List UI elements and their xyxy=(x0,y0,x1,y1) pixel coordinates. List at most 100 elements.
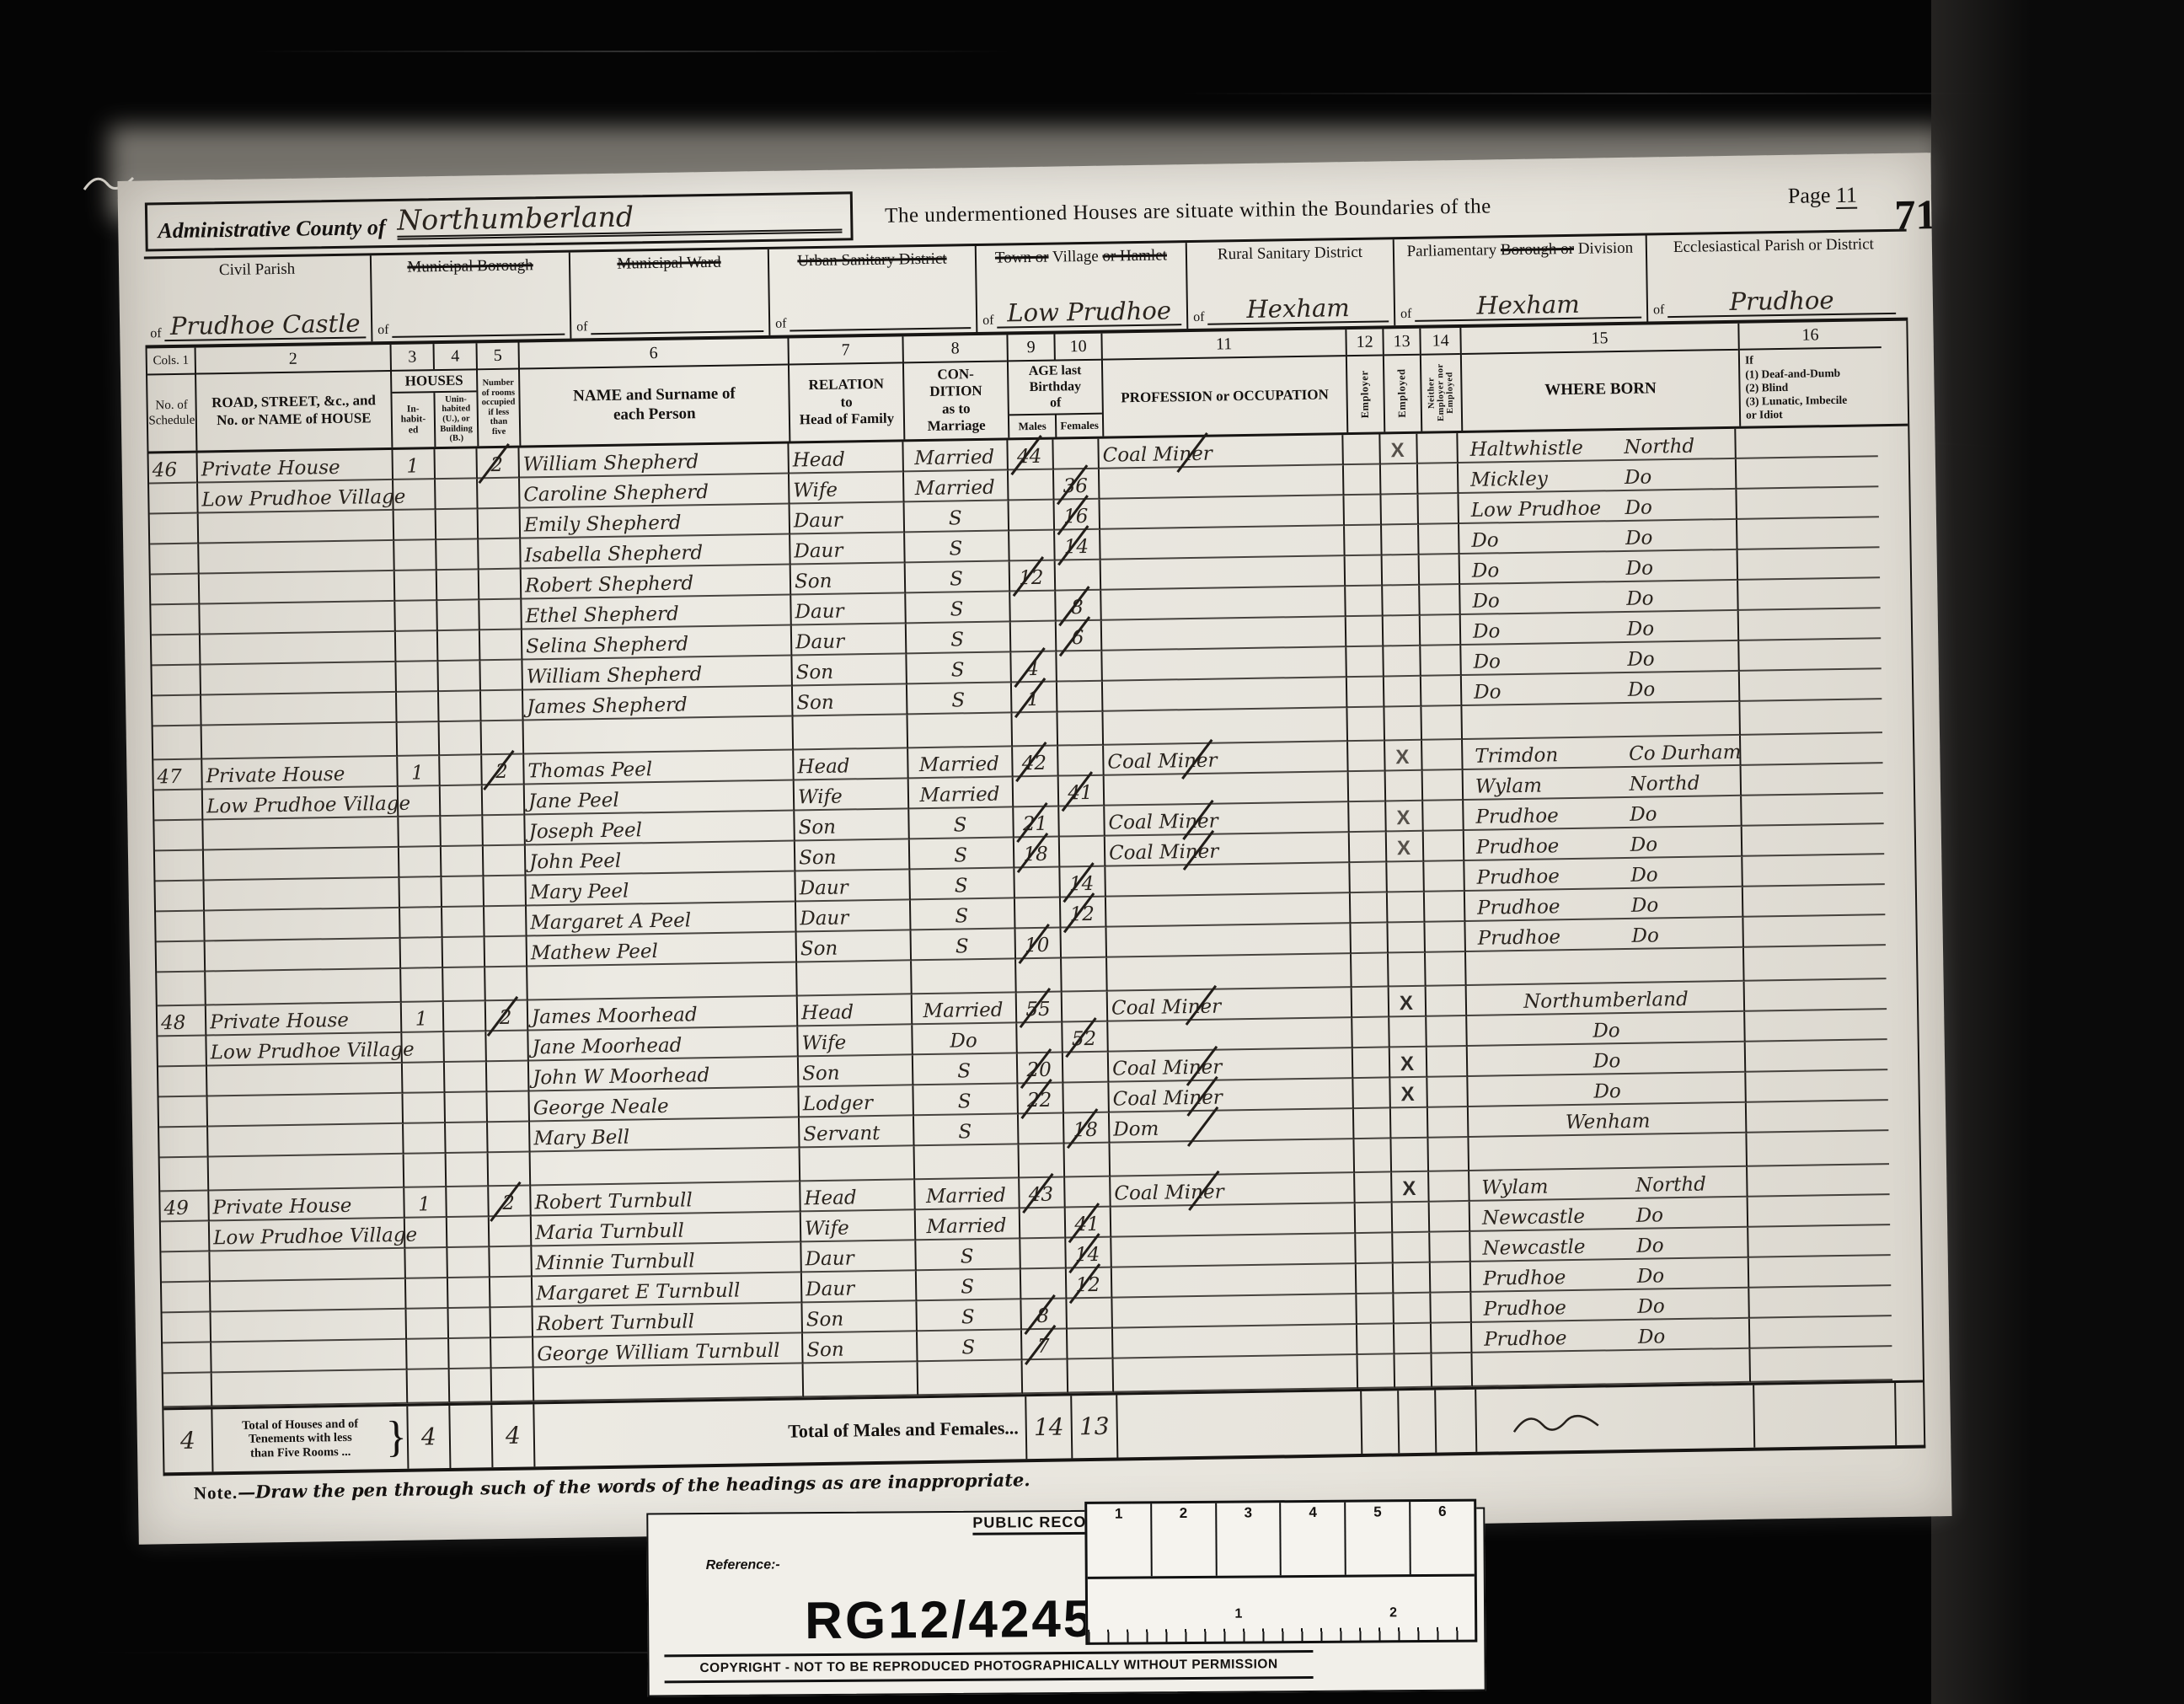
cell-c11 xyxy=(1099,464,1345,500)
cell-c13 xyxy=(1387,892,1426,923)
cell-c12 xyxy=(1357,1323,1395,1355)
cell-c10 xyxy=(1053,438,1100,470)
cell-c14 xyxy=(1422,769,1464,801)
reference-number: RG12/4245 xyxy=(804,1589,1095,1651)
cell-condition: S xyxy=(907,651,1012,684)
cell-c16 xyxy=(1743,914,1886,948)
cell-name: Margaret E Turnbull xyxy=(532,1272,803,1307)
ruler-top-number: 4 xyxy=(1281,1502,1347,1576)
cell-c10 xyxy=(1063,1052,1110,1084)
cell-c11 xyxy=(1102,646,1347,682)
cell-c5 xyxy=(479,599,522,630)
cell-c3 xyxy=(405,1247,448,1279)
situate-text: The undermentioned Houses are situate wi… xyxy=(884,195,1491,228)
cell-name: Isabella Shepherd xyxy=(521,534,791,570)
cell-occupation: Coal Miner xyxy=(1107,987,1353,1022)
cell-c11 xyxy=(1111,1233,1357,1268)
cell-schedule: 49 xyxy=(160,1191,210,1222)
cell-c7 xyxy=(800,1145,916,1182)
cell-c4 xyxy=(446,1152,490,1187)
district-value-line: of xyxy=(377,275,565,342)
district-cell: Civil Parish of Prudhoe Castle xyxy=(143,255,373,346)
cell-c1 xyxy=(160,1220,211,1252)
cell-c1 xyxy=(159,1127,209,1158)
born-place: Newcastle xyxy=(1481,1205,1586,1230)
cell-relation: Son xyxy=(792,653,907,687)
cell-c13 xyxy=(1387,861,1425,892)
cell-c12 xyxy=(1346,586,1384,617)
cell-c1 xyxy=(162,1311,212,1343)
cell-c16 xyxy=(1737,547,1881,581)
cell-c10 xyxy=(1062,991,1109,1023)
cell-c5 xyxy=(483,845,527,876)
cell-c14 xyxy=(1428,1137,1470,1172)
born-place: Trimdon xyxy=(1475,743,1559,768)
cell-c15 xyxy=(1465,947,1745,986)
cell-relation: Daur xyxy=(801,1270,918,1303)
cell-where-born: Prudhoe Do xyxy=(1470,1257,1750,1293)
cell-c3 xyxy=(399,876,443,908)
cell-relation: Son xyxy=(795,808,910,842)
col-number: 14 xyxy=(1421,328,1460,356)
cell-relation: Daur xyxy=(791,623,907,656)
cell-c14 xyxy=(1421,705,1464,741)
cell-age-male: 7 xyxy=(1021,1329,1068,1360)
cell-c14 xyxy=(1431,1292,1472,1324)
born-county: Do xyxy=(1630,893,1659,917)
cell-c9 xyxy=(1012,712,1059,747)
cell-c5 xyxy=(486,1061,530,1092)
cell-c5 xyxy=(487,1091,531,1123)
cell-c1 xyxy=(150,544,200,576)
cell-condition: Married xyxy=(912,992,1018,1025)
cell-condition: S xyxy=(917,1329,1023,1362)
born-place: Do xyxy=(1473,650,1502,673)
of-label: of xyxy=(1400,306,1412,322)
cell-c13 xyxy=(1390,1107,1429,1139)
cell-c14 xyxy=(1423,830,1465,862)
cell-c3 xyxy=(404,1153,447,1188)
scan-streak xyxy=(253,51,1011,52)
district-value: Low Prudhoe xyxy=(997,296,1182,329)
page-label: Page xyxy=(1787,183,1831,208)
totals-females: 13 xyxy=(1072,1395,1119,1458)
born-county: Do xyxy=(1636,1234,1664,1257)
cell-c12 xyxy=(1346,616,1384,647)
cell-c4 xyxy=(438,690,482,722)
cell-c3 xyxy=(394,539,437,571)
cell-c13 xyxy=(1383,615,1421,647)
cell-name: Robert Shepherd xyxy=(521,565,792,600)
reference-label: Reference:- xyxy=(705,1557,780,1573)
cell-c16 xyxy=(1749,1285,1892,1319)
col-label: Employer xyxy=(1358,370,1372,419)
cell-c16 xyxy=(1748,1224,1891,1258)
ruler-top-number: 3 xyxy=(1216,1503,1282,1576)
cell-c6 xyxy=(533,1363,805,1401)
cell-c11 xyxy=(1100,555,1346,591)
cell-c2 xyxy=(210,1248,406,1282)
totals-empty xyxy=(1117,1391,1363,1458)
col-label: Neither Employer nor Employed xyxy=(1427,363,1456,422)
cell-relation: Son xyxy=(798,1054,914,1087)
cell-where-born: Prudhoe Do xyxy=(1464,856,1743,892)
cell-c2 xyxy=(211,1309,408,1342)
cell-age-male: 12 xyxy=(1009,560,1057,592)
born-place: Prudhoe xyxy=(1484,1326,1567,1351)
cell-c7 xyxy=(793,714,909,751)
col-number: 4 xyxy=(451,346,460,366)
cell-relation: Daur xyxy=(795,869,911,903)
cell-c16 xyxy=(1740,699,1882,736)
cell-c12 xyxy=(1352,1016,1390,1048)
cell-c12 xyxy=(1348,741,1386,772)
cell-c9 xyxy=(1018,1113,1065,1144)
cell-c14 xyxy=(1427,1076,1469,1108)
cell-c1 xyxy=(159,1157,210,1192)
cell-where-born: Prudhoe Do xyxy=(1471,1288,1750,1323)
cell-relation: Head xyxy=(797,994,913,1026)
cell-c9 xyxy=(1010,621,1057,652)
born-place: Northumberland xyxy=(1523,988,1689,1013)
born-county: Do xyxy=(1636,1264,1665,1288)
cell-where-born: Trimdon Co Durham xyxy=(1463,735,1742,770)
cell-c5 xyxy=(484,906,527,937)
cell-c16 xyxy=(1737,486,1879,520)
cell-c2 xyxy=(208,1154,405,1192)
